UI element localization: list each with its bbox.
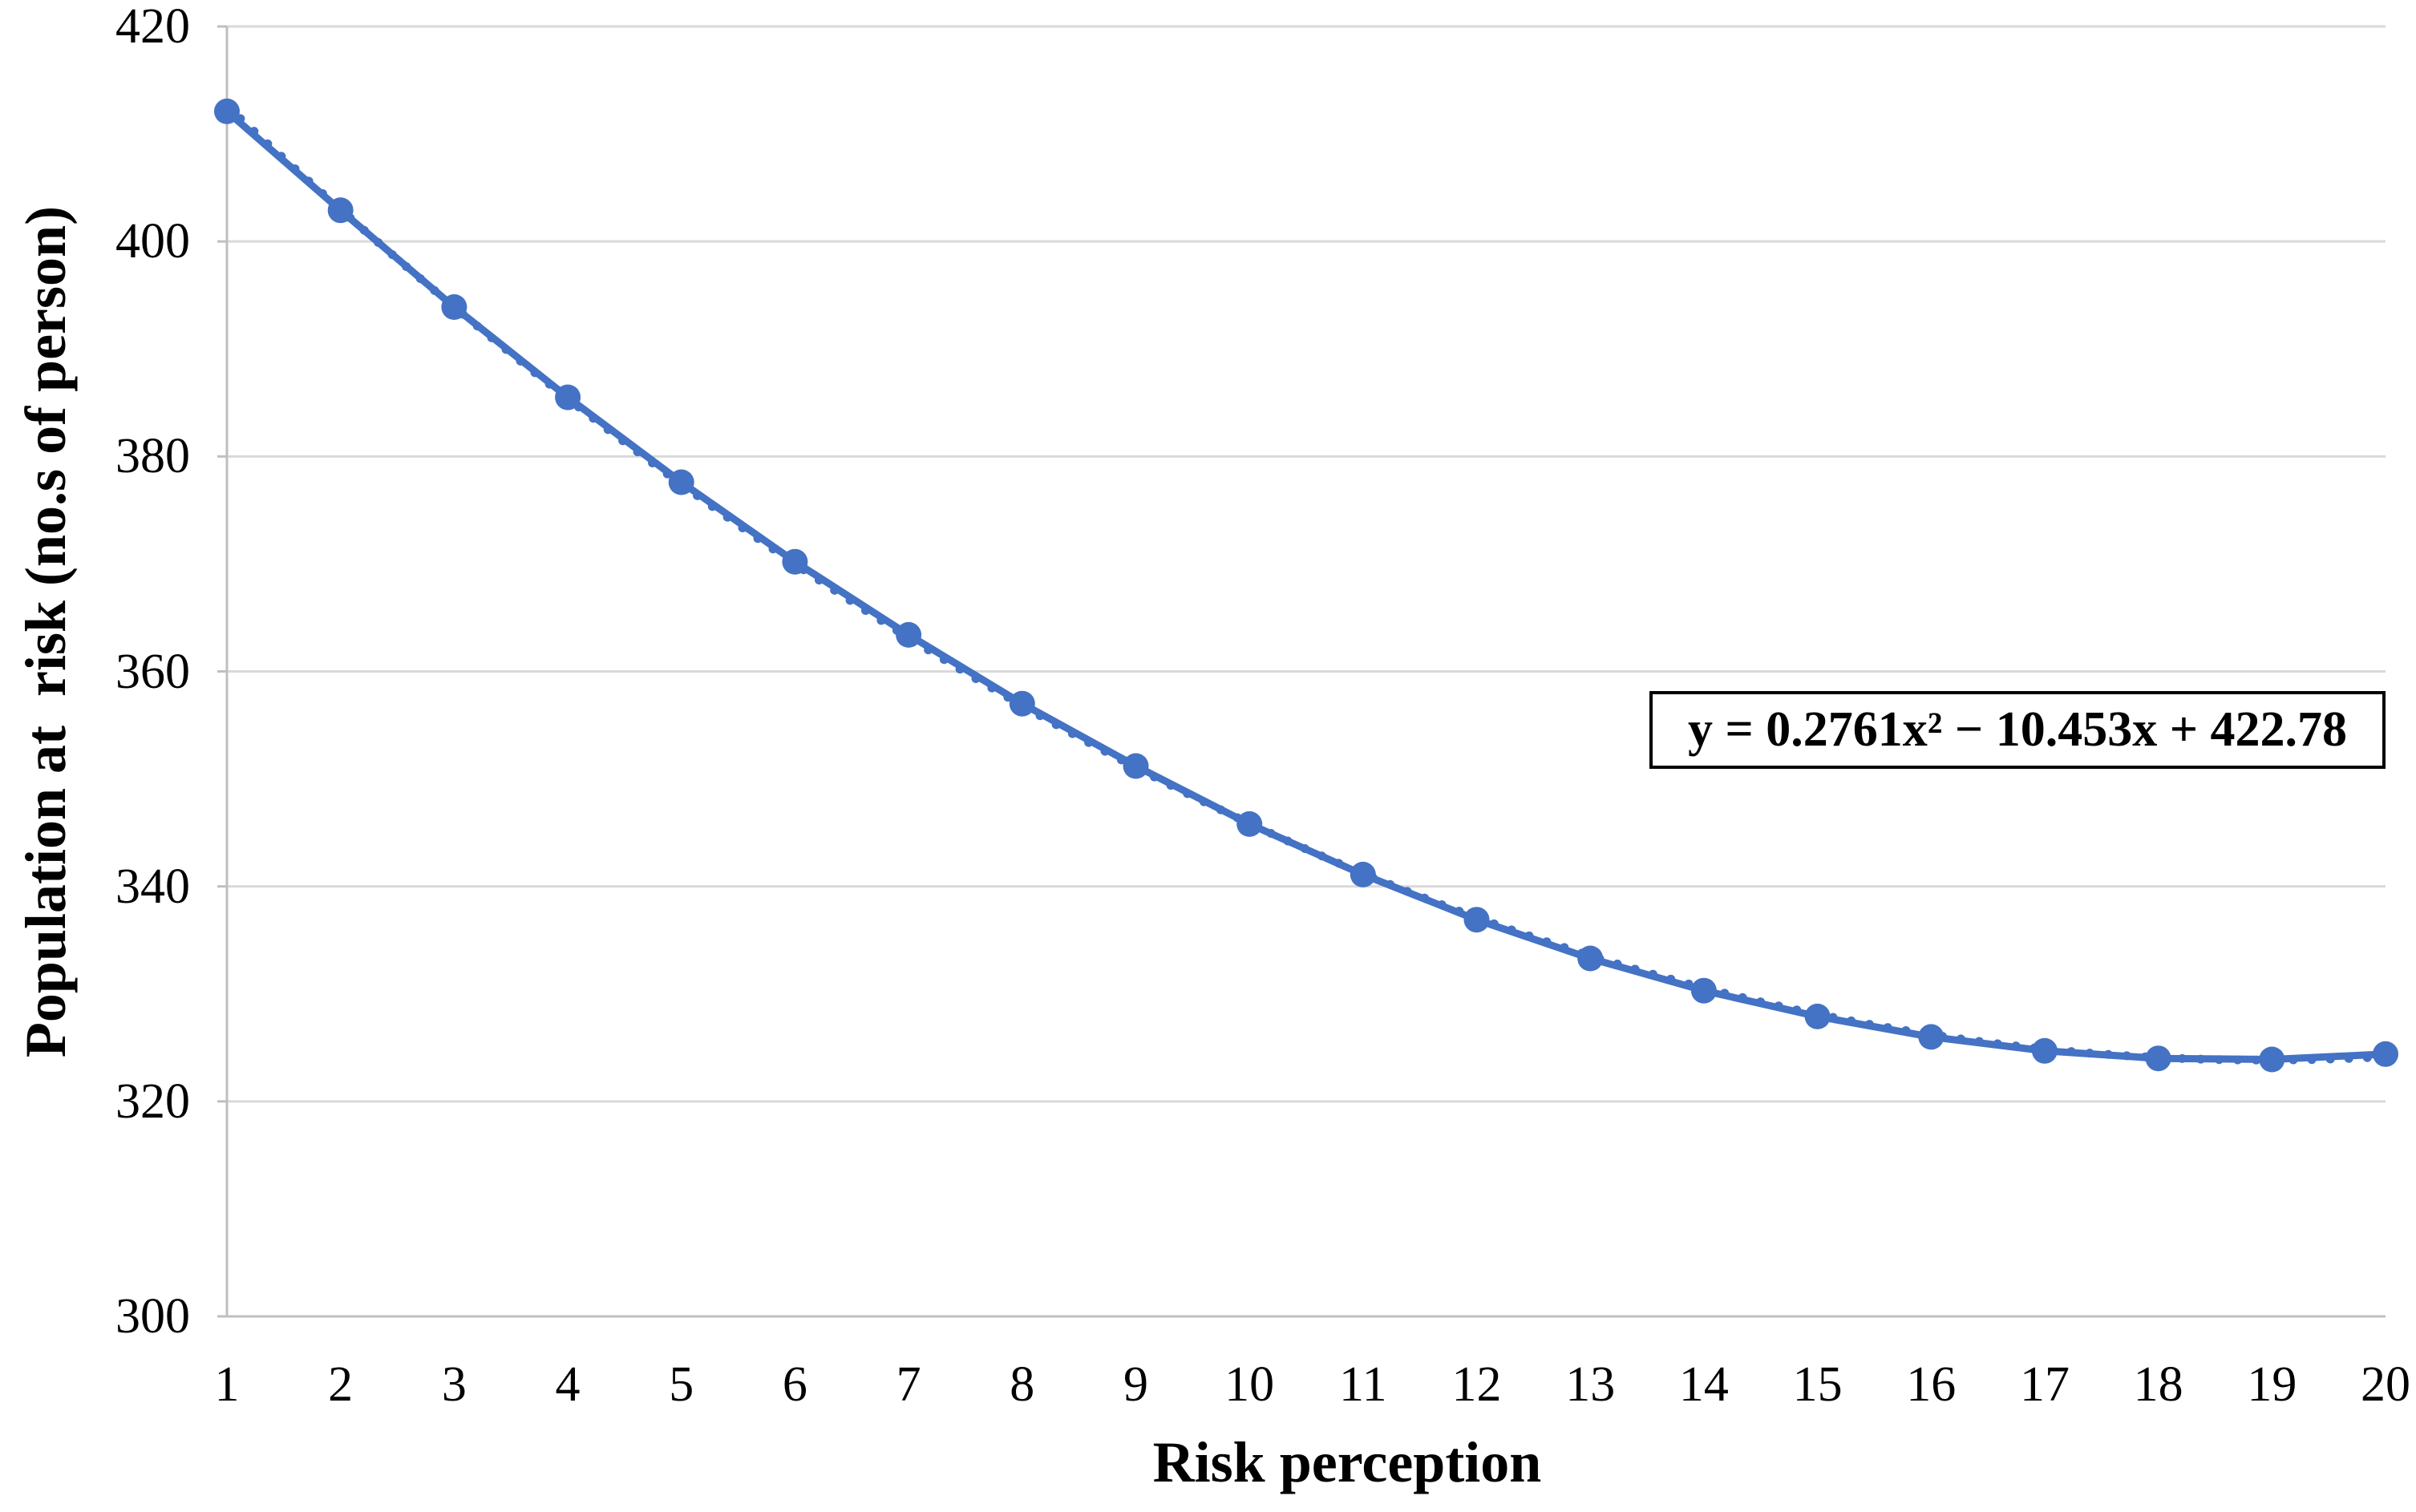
x-tick-label: 10	[1224, 1357, 1275, 1412]
data-point-marker	[1463, 907, 1490, 933]
data-point-marker	[555, 384, 581, 410]
x-tick-label: 4	[555, 1357, 581, 1412]
x-tick-label: 1	[214, 1357, 240, 1412]
y-tick-label: 340	[115, 859, 190, 914]
x-tick-label: 11	[1338, 1357, 1387, 1412]
data-point-marker	[896, 621, 922, 648]
trendline-equation-box: y = 0.2761x² − 10.453x + 422.78	[1649, 691, 2386, 769]
data-point-marker	[1577, 945, 1604, 972]
x-tick-label: 2	[328, 1357, 354, 1412]
data-point-marker	[2259, 1046, 2285, 1073]
x-tick-label: 6	[782, 1357, 807, 1412]
trendline-curve	[222, 101, 2390, 1065]
x-tick-label: 18	[2133, 1357, 2183, 1412]
x-tick-label: 8	[1010, 1357, 1035, 1412]
y-tick-label: 360	[115, 644, 190, 699]
x-tick-label: 19	[2247, 1357, 2297, 1412]
data-point-marker	[1350, 861, 1376, 887]
x-tick-label: 12	[1451, 1357, 1502, 1412]
x-tick-label: 3	[441, 1357, 467, 1412]
data-point-marker	[1009, 690, 1035, 717]
data-point-marker	[327, 197, 354, 224]
data-point-marker	[1123, 753, 1149, 779]
data-point-marker	[1918, 1024, 1945, 1050]
data-point-marker	[2373, 1041, 2398, 1067]
data-point-marker	[1690, 977, 1717, 1004]
x-tick-label: 7	[896, 1357, 921, 1412]
data-point-marker	[1804, 1003, 1831, 1029]
x-tick-label: 15	[1792, 1357, 1843, 1412]
x-tick-label: 9	[1123, 1357, 1148, 1412]
y-axis-title: Population at risk (no.s of person)	[14, 205, 78, 1058]
y-tick-label: 300	[115, 1289, 190, 1344]
x-tick-label: 13	[1565, 1357, 1616, 1412]
x-tick-label: 17	[2019, 1357, 2070, 1412]
y-tick-label: 400	[115, 214, 190, 269]
y-tick-label: 420	[115, 0, 190, 54]
y-tick-label: 320	[115, 1073, 190, 1129]
x-tick-label: 5	[669, 1357, 694, 1412]
x-tick-label: 14	[1678, 1357, 1729, 1412]
trendline-equation: y = 0.2761x² − 10.453x + 422.78	[1687, 702, 2348, 757]
x-tick-label: 20	[2361, 1357, 2410, 1412]
data-point-marker	[214, 98, 240, 124]
x-axis-title: Risk perception	[1152, 1430, 1542, 1494]
series-line	[223, 107, 2390, 1063]
data-point-marker	[1236, 811, 1263, 837]
data-point-marker	[2145, 1045, 2171, 1072]
data-point-marker	[782, 548, 808, 575]
y-tick-label: 380	[115, 429, 190, 484]
data-point-marker	[668, 469, 694, 495]
data-point-marker	[441, 294, 467, 320]
data-point-marker	[2031, 1037, 2058, 1064]
x-tick-label: 16	[1906, 1357, 1957, 1412]
